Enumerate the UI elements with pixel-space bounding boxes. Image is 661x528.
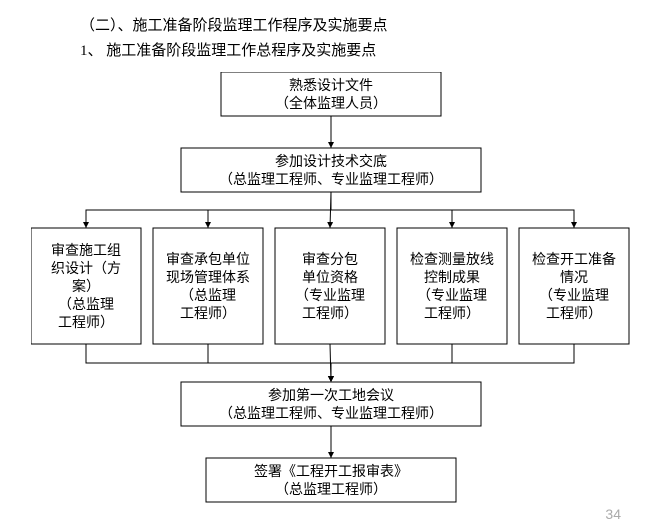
flowchart-node-text: 情况 xyxy=(560,270,588,286)
flowchart-edge xyxy=(208,344,331,382)
flowchart-node-text: （总监理 xyxy=(180,288,236,304)
flowchart-node xyxy=(397,228,507,344)
flowchart-node-text: （总监理工程师、专业监理工程师） xyxy=(219,172,443,188)
flowchart-node-text: 现场管理体系 xyxy=(166,270,250,286)
flowchart-node-text: 单位资格 xyxy=(302,270,358,286)
flowchart-node-text: （总监理 xyxy=(58,297,114,313)
flowchart-node-text: 参加设计技术交底 xyxy=(275,153,387,170)
flowchart-node-text: 审查施工组 xyxy=(51,243,121,259)
flowchart-node-text: 工程师） xyxy=(58,315,114,331)
flowchart-node-text: 审查分包 xyxy=(302,252,358,268)
flowchart-node-text: 工程师） xyxy=(546,306,602,322)
flowchart-node-text: （总监理工程师、专业监理工程师） xyxy=(219,406,443,422)
flowchart-node xyxy=(275,228,385,344)
flowchart-node-text: 检查开工准备 xyxy=(532,251,616,268)
flowchart-node-text: 控制成果 xyxy=(424,270,480,286)
section-subheading: 1、 施工准备阶段监理工作总程序及实施要点 xyxy=(80,39,641,60)
flowchart-node-text: 审查承包单位 xyxy=(166,252,250,268)
flowchart-node xyxy=(519,228,629,344)
flowchart-edge xyxy=(208,192,331,228)
flowchart-node-text: 工程师） xyxy=(180,306,236,322)
flowchart-node-text: （总监理工程师） xyxy=(275,482,387,498)
flowchart: 熟悉设计文件（全体监理人员） 参加设计技术交底 （总监理工程师、专业监理工程师） 审查… xyxy=(31,72,631,504)
flowchart-node-text: 签署《工程开工报审表》 xyxy=(254,463,408,480)
flowchart-node-text: 工程师） xyxy=(424,306,480,322)
section-heading: （二）、施工准备阶段监理工作程序及实施要点 xyxy=(80,14,641,35)
page-number: 34 xyxy=(605,506,621,522)
flowchart-node-text: 织设计（方 xyxy=(51,261,121,277)
flowchart-node-text: （全体监理人员） xyxy=(275,95,387,112)
flowchart-node-text: 工程师） xyxy=(302,306,358,322)
flowchart-node xyxy=(153,228,263,344)
flowchart-node-text: 熟悉设计文件 xyxy=(289,78,373,94)
flowchart-node-text: （专业监理 xyxy=(539,288,609,304)
flowchart-node-text: 检查测量放线 xyxy=(410,252,494,268)
flowchart-node-text: （专业监理 xyxy=(295,288,365,304)
flowchart-node-text: 参加第一次工地会议 xyxy=(268,387,394,404)
flowchart-node-text: （专业监理 xyxy=(417,288,487,304)
flowchart-node-text: 案） xyxy=(72,278,100,295)
